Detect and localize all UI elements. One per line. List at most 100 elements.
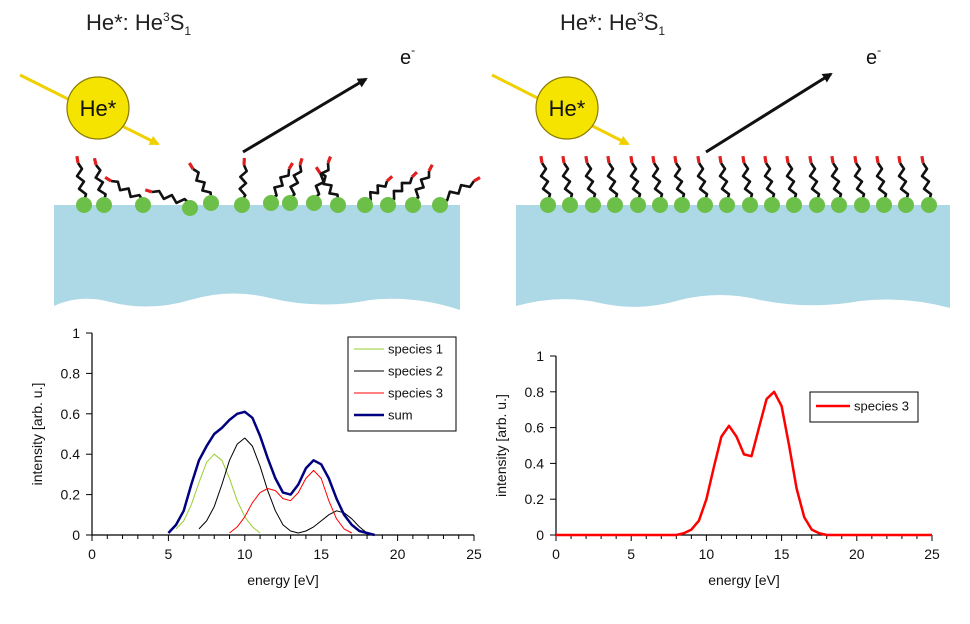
left-chart-x-tick-label: 15 bbox=[313, 546, 329, 562]
left-chart-series-species-1 bbox=[175, 453, 261, 534]
right-molecule bbox=[673, 155, 690, 213]
left-chart-series-species-3 bbox=[229, 469, 353, 534]
right-diagram: He*: He3S1 He* e- bbox=[491, 10, 950, 308]
right-chain bbox=[561, 162, 574, 202]
right-headgroup bbox=[809, 197, 825, 213]
left-tail bbox=[104, 175, 112, 183]
left-chain bbox=[387, 176, 414, 203]
right-tail bbox=[673, 155, 678, 164]
right-headgroup bbox=[921, 197, 937, 213]
left-chart-legend-label: species 2 bbox=[388, 364, 443, 379]
right-chart-y-tick-label: 0.6 bbox=[525, 420, 545, 436]
right-molecule bbox=[808, 155, 825, 213]
right-molecule bbox=[539, 155, 556, 213]
left-electron-sup: - bbox=[411, 43, 415, 57]
right-headgroup bbox=[831, 197, 847, 213]
right-title-prefix: He*: He bbox=[560, 10, 637, 35]
right-chain bbox=[875, 162, 888, 202]
right-tail bbox=[561, 155, 566, 164]
left-electron-symbol: e bbox=[400, 47, 411, 69]
right-molecule bbox=[763, 155, 780, 213]
left-chain bbox=[238, 164, 248, 202]
left-tail bbox=[427, 164, 434, 172]
right-chart-legend bbox=[809, 391, 919, 423]
left-chain bbox=[94, 164, 107, 202]
left-chart-x-tick-label: 0 bbox=[88, 546, 96, 562]
chart-left: 0 5 10 15 20 25 0 0.2 0.4 0.6 0.8 1 energy [eV] inten… bbox=[29, 325, 482, 588]
left-headgroup bbox=[263, 195, 279, 211]
right-chain bbox=[897, 162, 910, 202]
right-chain bbox=[606, 162, 619, 202]
right-chain bbox=[741, 162, 754, 202]
left-chart-legend-label: species 3 bbox=[388, 386, 443, 401]
right-helium-atom bbox=[535, 76, 599, 140]
right-chart-x-tick-label: 0 bbox=[552, 546, 560, 562]
right-tail bbox=[763, 155, 768, 164]
right-chain bbox=[696, 162, 709, 202]
left-tail bbox=[298, 157, 304, 166]
left-chain bbox=[412, 171, 431, 203]
left-molecule bbox=[234, 157, 250, 213]
right-molecule bbox=[830, 155, 847, 213]
left-chart-legend-label: sum bbox=[388, 408, 413, 423]
left-tail bbox=[410, 170, 419, 179]
left-headgroup bbox=[203, 195, 219, 211]
right-chart-x-tick-label: 25 bbox=[924, 546, 940, 562]
right-chart-x-tick-label: 5 bbox=[627, 546, 635, 562]
left-tail bbox=[144, 188, 153, 194]
right-chart-y-tick-label: 0.4 bbox=[525, 455, 545, 471]
left-headgroup bbox=[135, 197, 151, 213]
right-molecule bbox=[741, 155, 758, 213]
left-headgroup bbox=[432, 197, 448, 213]
left-chart-legend-label: species 1 bbox=[388, 342, 443, 357]
right-chain bbox=[584, 162, 597, 202]
right-electron-sup: - bbox=[877, 43, 881, 57]
right-title-sub: 1 bbox=[658, 24, 665, 38]
right-tail bbox=[741, 155, 746, 164]
left-substrate bbox=[54, 205, 460, 310]
right-chart-x-tick-label: 10 bbox=[699, 546, 715, 562]
right-tail bbox=[718, 155, 723, 164]
left-chart-y-tick-label: 0.8 bbox=[61, 365, 81, 381]
right-headgroup bbox=[674, 197, 690, 213]
right-chain bbox=[673, 162, 686, 202]
left-headgroup bbox=[76, 197, 92, 213]
left-electron-label: e- bbox=[400, 43, 415, 69]
left-molecule bbox=[357, 175, 394, 213]
left-molecule bbox=[188, 162, 219, 211]
right-chart-x-axis-title: energy [eV] bbox=[708, 572, 780, 588]
right-tail bbox=[584, 155, 589, 164]
right-chain bbox=[629, 162, 642, 202]
left-chain bbox=[270, 168, 291, 201]
right-headgroup bbox=[585, 197, 601, 213]
left-electron-arrow bbox=[242, 77, 368, 154]
right-chain bbox=[651, 162, 664, 202]
right-headgroup bbox=[540, 197, 556, 213]
left-chain bbox=[192, 167, 213, 200]
right-molecule bbox=[920, 155, 937, 213]
right-chain bbox=[763, 162, 776, 202]
left-tail bbox=[326, 155, 332, 164]
right-chain bbox=[785, 162, 798, 202]
right-helium-label: He* bbox=[549, 96, 586, 121]
right-headgroup bbox=[652, 197, 668, 213]
right-tail bbox=[651, 155, 656, 164]
right-headgroup bbox=[697, 197, 713, 213]
right-chart-legend-label: species 3 bbox=[854, 399, 909, 414]
left-chart-y-tick-label: 0.6 bbox=[61, 406, 81, 422]
right-headgroup bbox=[719, 197, 735, 213]
left-molecule bbox=[92, 157, 112, 213]
left-title: He*: He3S1 bbox=[86, 10, 191, 38]
right-molecule bbox=[718, 155, 735, 213]
right-substrate bbox=[516, 205, 950, 308]
right-chart-y-tick-label: 0.8 bbox=[525, 384, 545, 400]
left-chain bbox=[110, 179, 145, 202]
right-molecule bbox=[561, 155, 578, 213]
right-tail bbox=[875, 155, 880, 164]
right-chart-y-axis-title: intensity [arb. u.] bbox=[493, 394, 509, 497]
right-title-letter: S bbox=[644, 10, 659, 35]
chart-right: 0 5 10 15 20 25 0 0.2 0.4 0.6 0.8 1 energy [eV] inten… bbox=[493, 348, 940, 588]
left-molecule bbox=[405, 164, 434, 213]
left-chain bbox=[75, 162, 88, 202]
